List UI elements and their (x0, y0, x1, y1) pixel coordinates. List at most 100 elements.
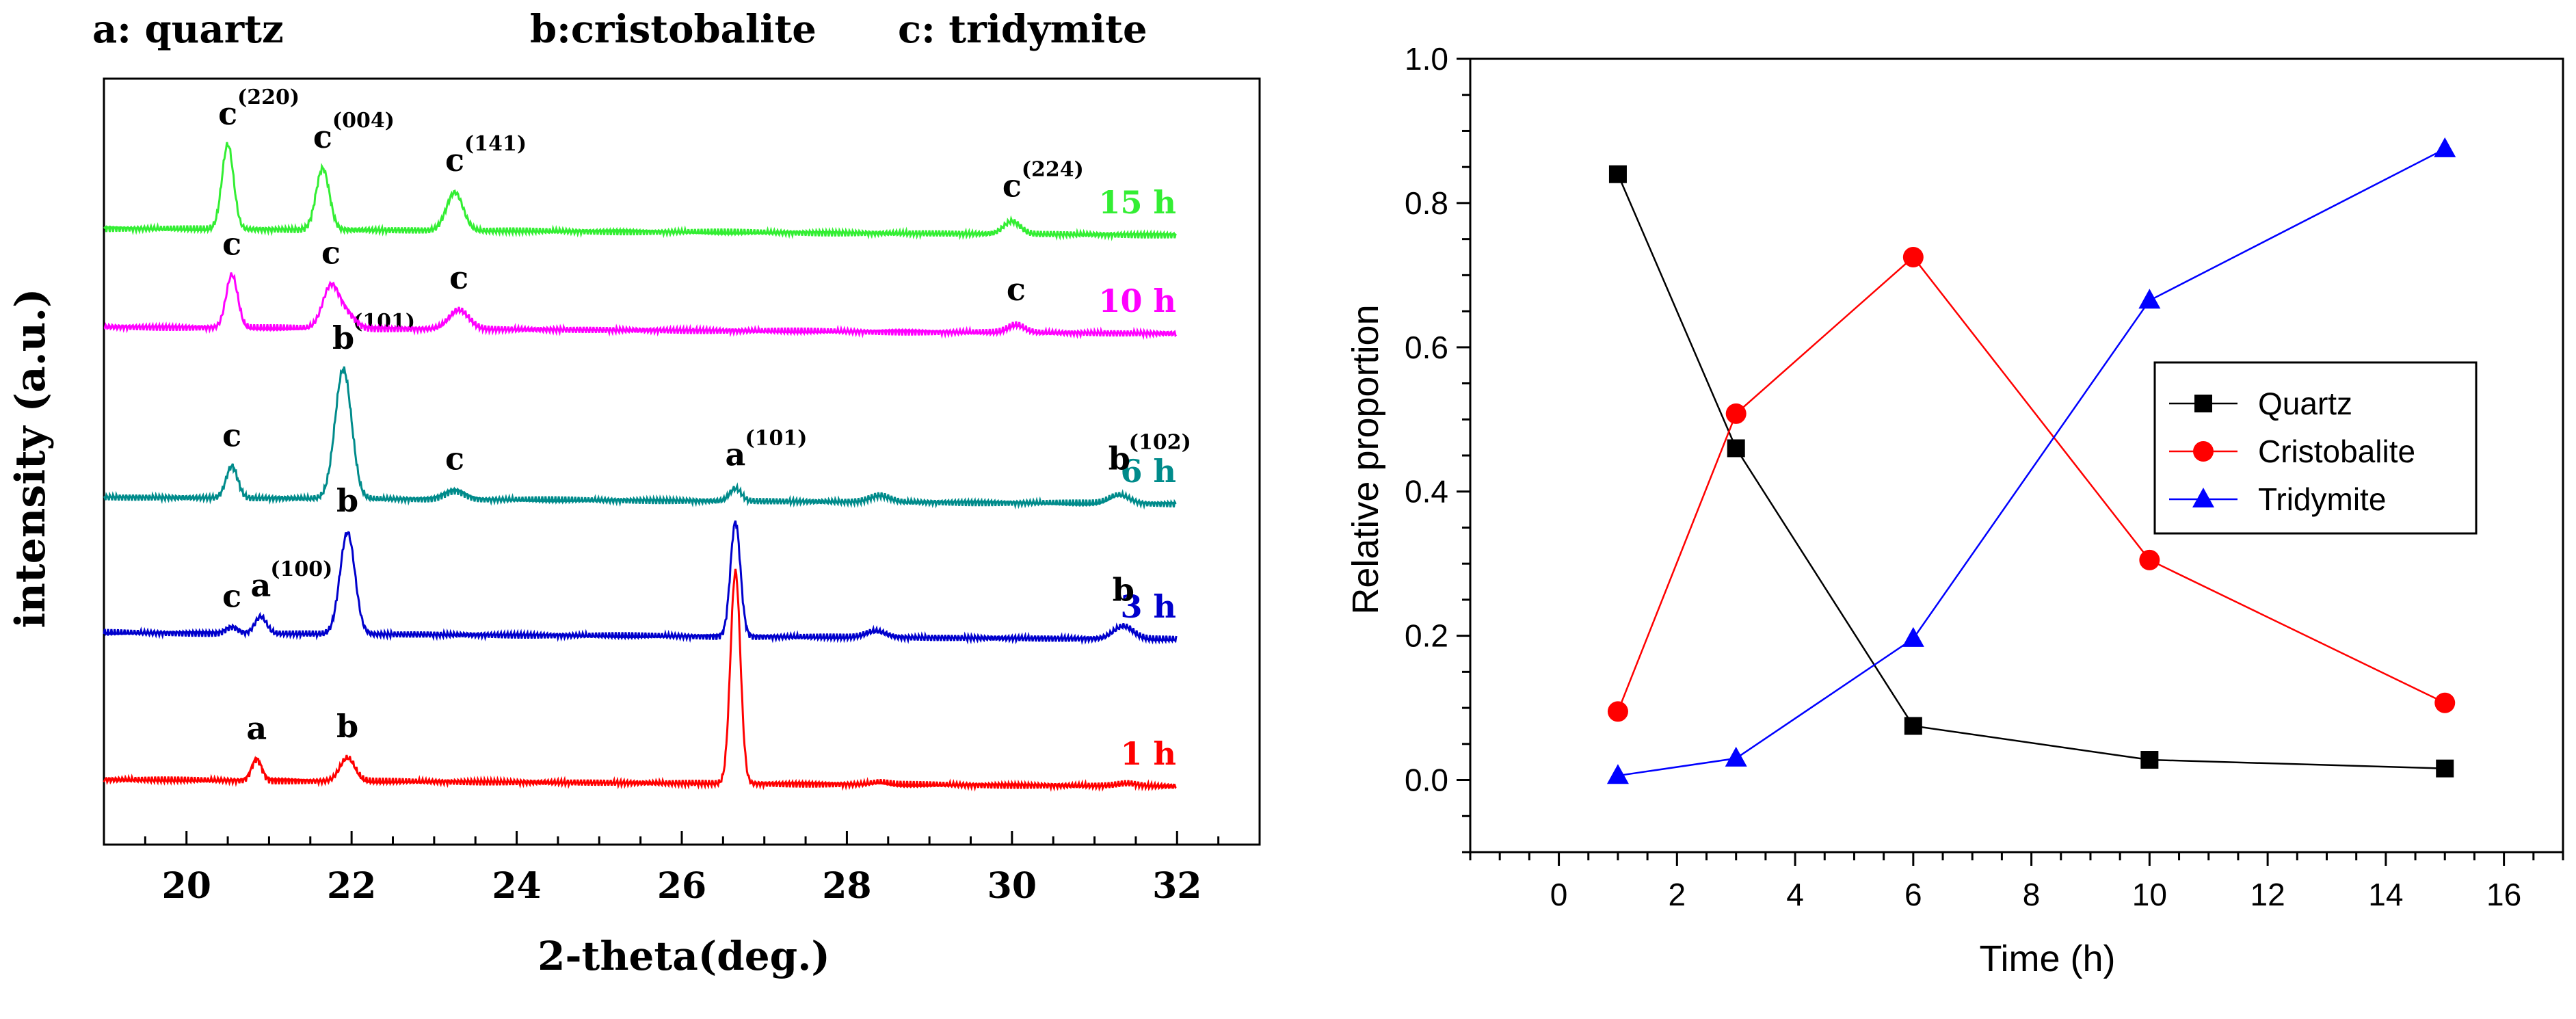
peak-annotation: c (449, 259, 468, 296)
proportion-panel: 0 2 4 6 8 10 12 14 16 0.0 0.2 0.4 0.6 0.8 1.0 Quartz Cr… (1345, 41, 2564, 979)
data-point (1725, 403, 1747, 424)
x-tick-label: 12 (2250, 877, 2285, 912)
x-tick-label: 14 (2368, 877, 2403, 912)
xrd-traces: 1 ha b3 hc a (100)bb6 hcb(101)c a (101)b(102)… (103, 85, 1191, 793)
y-tick-label: 0.4 (1405, 474, 1448, 510)
xrd-trace-label: 6 h (1121, 453, 1176, 490)
x-tick-label: 0 (1550, 877, 1568, 912)
data-point (2436, 759, 2454, 778)
peak-annotation: c (445, 440, 464, 477)
xrd-trace-line (103, 520, 1178, 646)
xrd-trace-label: 3 h (1121, 588, 1176, 625)
peak-annotation: c (222, 578, 241, 615)
data-point (2139, 549, 2160, 570)
peak-miller-index: (100) (270, 557, 332, 581)
proportion-x-axis-label: Time (h) (1980, 938, 2116, 979)
peak-annotation: c (1007, 271, 1026, 308)
xrd-x-tick-label: 20 (162, 865, 211, 907)
peak-annotation: c (321, 234, 341, 271)
legend-marker (2193, 441, 2214, 462)
legend-marker (2194, 395, 2212, 412)
xrd-trace-line (103, 142, 1177, 241)
x-tick-label: 8 (2023, 877, 2041, 912)
peak-annotation: c (218, 95, 237, 132)
xrd-trace-label: 1 h (1121, 735, 1176, 772)
xrd-x-tick-label: 22 (327, 865, 376, 907)
proportion-series (1606, 137, 2456, 784)
peak-annotation: b (336, 482, 358, 519)
peak-annotation: b (1108, 440, 1130, 477)
peak-annotation: b (1113, 571, 1134, 608)
proportion-axes: 0 2 4 6 8 10 12 14 16 0.0 0.2 0.4 0.6 0.8 1.0 (1405, 41, 2564, 912)
data-point (2138, 289, 2161, 309)
xrd-pattern-6h: 6 hcb(101)c a (101)b(102) (103, 310, 1191, 510)
peak-miller-index: (224) (1022, 157, 1084, 181)
xrd-trace-line (103, 366, 1177, 510)
xrd-trace-label: 15 h (1099, 184, 1176, 221)
xrd-x-tick-label: 26 (657, 865, 706, 907)
peak-annotation: c (222, 226, 241, 263)
data-point (1607, 701, 1628, 722)
y-tick-label: 0.2 (1405, 618, 1448, 654)
y-tick-label: 0.0 (1405, 763, 1448, 798)
x-tick-label: 6 (1904, 877, 1922, 912)
xrd-pattern-15h: 15 hc (220)c (004)c (141)c (224) (103, 85, 1177, 241)
x-tick-label: 2 (1669, 877, 1686, 912)
peak-miller-index: (220) (237, 85, 300, 109)
data-point (2434, 692, 2456, 713)
phase-legend-tridymite: c: tridymite (898, 7, 1147, 52)
data-point (2434, 137, 2456, 157)
legend-entry-quartz: Quartz (2169, 386, 2352, 421)
legend-label: Tridymite (2258, 481, 2386, 517)
xrd-trace-line (103, 272, 1178, 341)
data-point (1902, 247, 1924, 267)
phase-legend-cristobalite: b:cristobalite (530, 7, 816, 52)
legend-label: Quartz (2258, 386, 2352, 421)
series-tridymite (1606, 137, 2456, 784)
x-tick-label: 10 (2132, 877, 2167, 912)
xrd-x-axis-label: 2-theta(deg.) (537, 933, 830, 979)
peak-annotation: a (246, 710, 267, 747)
legend-entry-cristobalite: Cristobalite (2169, 434, 2415, 469)
peak-annotation: c (222, 417, 241, 454)
peak-miller-index: (141) (464, 132, 527, 156)
legend-entry-tridymite: Tridymite (2169, 481, 2386, 517)
peak-miller-index: (101) (745, 426, 807, 450)
xrd-pattern-10h: 10 h c c c c (103, 226, 1178, 341)
xrd-y-axis-label: intensity (a.u.) (7, 288, 55, 628)
series-quartz (1608, 165, 2454, 778)
data-point (1727, 439, 1745, 458)
proportion-y-axis-label: Relative proportion (1345, 304, 1386, 614)
xrd-trace-line (103, 568, 1177, 793)
series-cristobalite (1607, 247, 2456, 722)
data-point (1608, 165, 1627, 183)
data-point (1606, 764, 1629, 784)
y-tick-label: 0.6 (1405, 330, 1448, 365)
peak-miller-index: (102) (1129, 431, 1191, 455)
peak-annotation: b (332, 319, 354, 356)
y-tick-label: 0.8 (1405, 185, 1448, 221)
legend: Quartz Cristobalite Tridymite (2169, 386, 2415, 517)
peak-annotation: c (1002, 167, 1022, 204)
xrd-x-tick-label: 30 (987, 865, 1037, 907)
y-tick-label: 1.0 (1405, 41, 1448, 77)
peak-annotation: c (313, 118, 332, 155)
data-point (2140, 751, 2159, 769)
xrd-x-tick-label: 28 (822, 865, 871, 907)
peak-annotation: b (336, 708, 358, 745)
peak-annotation: c (445, 142, 464, 178)
data-point (1904, 717, 1922, 735)
legend-label: Cristobalite (2258, 434, 2415, 469)
peak-miller-index: (004) (332, 109, 395, 133)
legend-marker (2192, 488, 2214, 507)
data-point (1725, 746, 1747, 767)
x-tick-label: 16 (2486, 877, 2521, 912)
phase-legend-quartz: a: quartz (92, 7, 284, 52)
peak-annotation: a (726, 436, 746, 473)
peak-annotation: a (250, 567, 271, 604)
data-point (1902, 626, 1924, 647)
xrd-plot-frame (103, 77, 1261, 846)
xrd-pattern-3h: 3 h c a (100) b b (103, 482, 1178, 646)
xrd-x-tick-label: 24 (492, 865, 541, 907)
